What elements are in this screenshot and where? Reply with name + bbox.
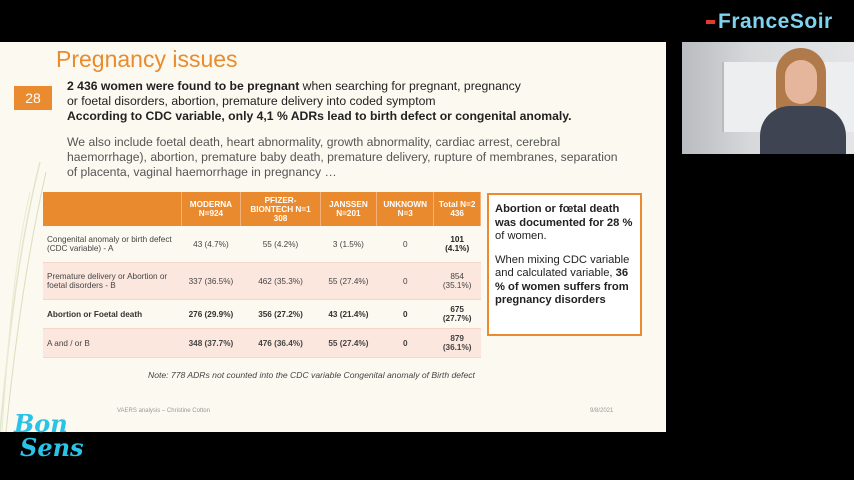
intro-bold-1: 2 436 women were found to be pregnant: [67, 79, 300, 93]
summary-callout-box: Abortion or fœtal death was documented f…: [487, 193, 642, 336]
logo-accent-dash: [706, 20, 715, 25]
table-cell: 43 (4.7%): [181, 226, 241, 263]
intro-text: 2 436 women were found to be pregnant wh…: [67, 79, 627, 124]
presenter-video-feed: [682, 42, 854, 154]
table-cell: 462 (35.3%): [240, 262, 321, 300]
intro-rest-1: when searching for pregnant, pregnancy: [299, 79, 521, 93]
table-cell: 356 (27.2%): [240, 299, 321, 329]
table-row: A and / or B 348 (37.7%) 476 (36.4%) 55 …: [43, 328, 481, 358]
slide-footer-date: 9/8/2021: [590, 408, 614, 414]
presenter-face: [785, 60, 817, 104]
table-cell: 879 (36.1%): [433, 328, 481, 358]
page-number-badge: 28: [14, 86, 52, 110]
table-row: Premature delivery or Abortion or foetal…: [43, 262, 481, 300]
table-cell: 3 (1.5%): [320, 226, 377, 263]
table-header: [43, 192, 182, 226]
callout-bold-1: Abortion or fœtal death was documented f…: [495, 203, 633, 229]
table-footnote: Note: 778 ADRs not counted into the CDC …: [148, 370, 475, 380]
table-row: Congenital anomaly or birth defect (CDC …: [43, 226, 481, 263]
table-cell: 675 (27.7%): [433, 299, 481, 329]
table-cell: 101 (4.1%): [433, 226, 481, 263]
table-cell: 55 (27.4%): [320, 262, 377, 300]
bonsens-logo: Bon Sens: [14, 412, 84, 460]
table-cell: 337 (36.5%): [181, 262, 241, 300]
table-header: Total N=2 436: [433, 192, 481, 226]
table-cell: 348 (37.7%): [181, 328, 241, 358]
francesoir-logo: FranceSoir: [706, 10, 833, 34]
slide-decoration-lines: [0, 162, 47, 432]
slide-title: Pregnancy issues: [56, 46, 238, 72]
intro-bold-2: According to CDC variable, only 4,1 % AD…: [67, 109, 572, 123]
table-cell: 476 (36.4%): [240, 328, 321, 358]
slide-footer-author: VAERS analysis – Christine Cotton: [117, 408, 210, 414]
table-cell: 276 (29.9%): [181, 299, 241, 329]
logo-text: FranceSoir: [718, 10, 833, 33]
table-cell: A and / or B: [43, 328, 181, 358]
table-header: MODERNA N=924: [181, 192, 242, 226]
table-header: PFIZER-BIONTECH N=1 308: [240, 192, 321, 226]
table-cell: 854 (35.1%): [433, 262, 481, 300]
table-cell: 43 (21.4%): [320, 299, 377, 329]
table-header: JANSSEN N=201: [320, 192, 378, 226]
intro-line-2: or foetal disorders, abortion, premature…: [67, 94, 436, 108]
table-header-row: MODERNA N=924 PFIZER-BIONTECH N=1 308 JA…: [43, 192, 481, 226]
table-header: UNKNOWN N=3: [376, 192, 435, 226]
table-cell: 0: [376, 328, 434, 358]
callout-bold-2: 36 % of women suffers from pregnancy dis…: [495, 267, 629, 306]
table-cell: 0: [376, 262, 434, 300]
table-cell: 55 (27.4%): [320, 328, 377, 358]
additional-conditions-text: We also include foetal death, heart abno…: [67, 135, 618, 179]
table-cell: 0: [376, 226, 434, 263]
callout-paragraph-2: When mixing CDC variable and calculated …: [495, 254, 634, 308]
table-cell: 55 (4.2%): [240, 226, 321, 263]
table-cell: Abortion or Foetal death: [43, 299, 181, 329]
pregnancy-data-table: MODERNA N=924 PFIZER-BIONTECH N=1 308 JA…: [43, 192, 481, 358]
table-cell: Premature delivery or Abortion or foetal…: [43, 262, 181, 300]
presentation-slide: Pregnancy issues 28 2 436 women were fou…: [0, 42, 666, 432]
bonsens-logo-line-1: Bon: [14, 409, 68, 438]
callout-start-2: When mixing CDC variable and calculated …: [495, 253, 630, 280]
callout-rest-1: of women.: [495, 230, 547, 242]
table-cell: 0: [376, 299, 434, 329]
presenter-body: [760, 106, 846, 154]
callout-paragraph-1: Abortion or fœtal death was documented f…: [495, 203, 634, 244]
table-row: Abortion or Foetal death 276 (29.9%) 356…: [43, 299, 481, 329]
bonsens-logo-line-2: Sens: [20, 433, 84, 462]
table-cell: Congenital anomaly or birth defect (CDC …: [43, 226, 181, 263]
